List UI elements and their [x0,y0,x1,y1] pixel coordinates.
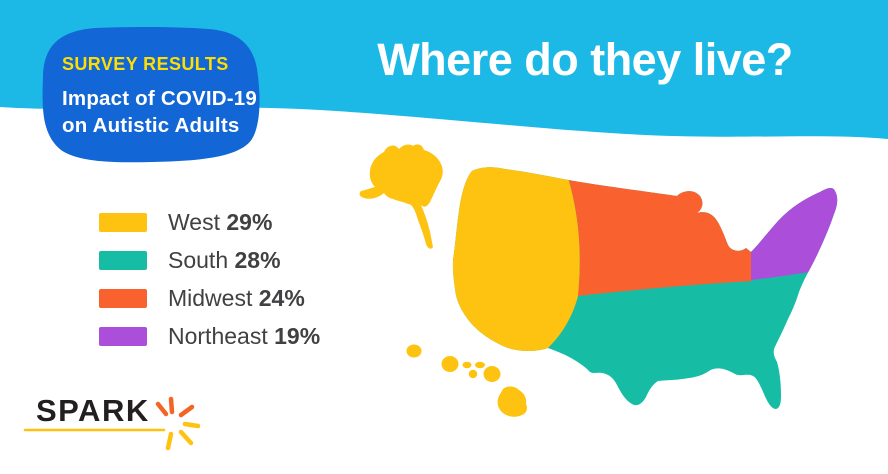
west-swatch [99,212,147,232]
alaska-shape [359,144,443,249]
legend-item-south: South 28% [99,241,379,279]
hawaii-islands [406,344,527,417]
badge-kicker: SURVEY RESULTS [62,54,229,74]
region-northeast [751,167,838,280]
south-swatch [99,250,147,270]
region-west [452,167,580,360]
northeast-swatch [99,326,147,346]
badge-title-line1: Impact of COVID-19 [62,87,257,110]
legend-label: South 28% [168,246,281,273]
survey-badge-blob [42,27,260,163]
legend-item-west: West 29% [99,203,379,241]
legend: West 29% South 28% Midwest 24% Northeast… [99,203,379,355]
region-midwest [555,167,752,296]
legend-label: Northeast 19% [168,322,321,349]
spark-wordmark: SPARK [36,393,150,428]
legend-item-midwest: Midwest 24% [99,279,379,317]
badge-title-line2: on Autistic Adults [62,114,240,137]
legend-item-northeast: Northeast 19% [99,317,379,355]
legend-label: West 29% [168,208,273,235]
midwest-swatch [99,288,147,308]
spark-starburst-icon [155,396,201,451]
legend-label: Midwest 24% [168,284,305,311]
page-title: Where do they live? [377,34,793,85]
